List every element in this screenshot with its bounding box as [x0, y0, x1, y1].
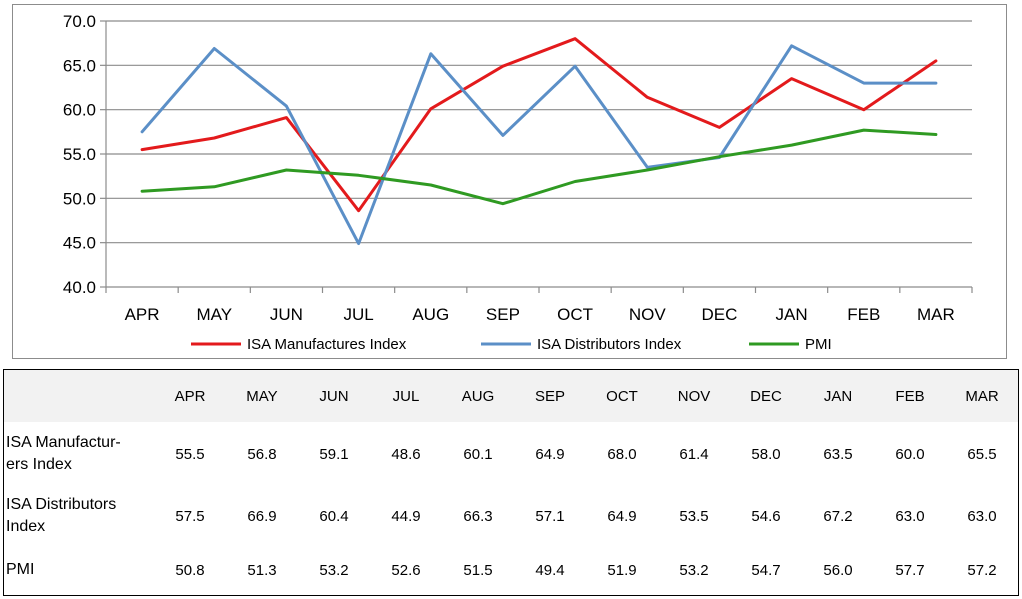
x-tick-label: MAY — [196, 305, 232, 324]
table-cell: 66.9 — [247, 507, 277, 525]
table-cell: 61.4 — [679, 445, 709, 463]
table-cell: 49.4 — [535, 561, 565, 579]
table-cell: 59.1 — [319, 445, 349, 463]
y-axis-tick-labels: 40.0 45.0 50.0 55.0 60.0 65.0 70.0 — [63, 12, 96, 297]
table-header-cell: MAR — [965, 387, 999, 405]
table-cell: 60.0 — [895, 445, 925, 463]
row-label-line: ISA Distributors — [6, 496, 117, 513]
x-tick-label: SEP — [486, 305, 520, 324]
legend: ISA Manufactures Index ISA Distributors I… — [191, 336, 832, 353]
table-cell: 51.3 — [247, 561, 277, 579]
table-row: ISA Distributors Index 57.5 66.9 60.4 44.… — [4, 486, 1018, 546]
table-cell: 55.5 — [175, 445, 205, 463]
table-cell: 67.2 — [823, 507, 853, 525]
table-cell: 63.0 — [895, 507, 925, 525]
table-cell: 57.2 — [967, 561, 997, 579]
table-cell: 57.1 — [535, 507, 565, 525]
table-cell: 57.7 — [895, 561, 925, 579]
x-tick-label: NOV — [629, 305, 667, 324]
table-cell: 56.0 — [823, 561, 853, 579]
table-header-cell: NOV — [677, 387, 711, 405]
series-line-2 — [140, 44, 938, 246]
table-corner-cell — [4, 370, 154, 422]
table-cell: 63.0 — [967, 507, 997, 525]
table-cell: 57.5 — [175, 507, 205, 525]
x-tick-label: APR — [125, 305, 160, 324]
table-cell: 60.1 — [463, 445, 493, 463]
chart-container: 40.0 45.0 50.0 55.0 60.0 65.0 70.0 APR MAY JUN JU… — [12, 4, 1007, 359]
row-label-line: PMI — [6, 561, 35, 578]
table-cell: 51.9 — [607, 561, 637, 579]
gridlines — [100, 20, 973, 293]
table-cell: 66.3 — [463, 507, 493, 525]
table-header-cell: DEC — [750, 387, 782, 405]
legend-label: ISA Distributors Index — [537, 336, 682, 353]
table-cell: 53.5 — [679, 507, 709, 525]
table-header-cell: FEB — [895, 387, 925, 405]
table-cell: 68.0 — [607, 445, 637, 463]
table-cell: 51.5 — [463, 561, 493, 579]
x-axis-tick-labels: APR MAY JUN JUL AUG SEP OCT NOV DEC JAN FEB MAR — [125, 305, 955, 324]
table-cell: 58.0 — [751, 445, 781, 463]
table-cell: 65.5 — [967, 445, 997, 463]
table-cell: 64.9 — [535, 445, 565, 463]
row-label: PMI — [4, 546, 154, 594]
row-label-line: ISA Manufactur- — [6, 434, 121, 451]
y-tick-label: 50.0 — [63, 189, 96, 208]
table-header-cell: APR — [174, 387, 206, 405]
data-table: APR MAY JUN JUL AUG SEP OCT NOV DEC JAN … — [4, 370, 1018, 594]
x-tick-label: DEC — [701, 305, 737, 324]
row-label-line: ers Index — [6, 456, 72, 473]
table-header-cell: SEP — [534, 387, 565, 405]
table-cell: 48.6 — [391, 445, 421, 463]
row-label: ISA Manufactur-ers Index — [4, 422, 154, 486]
table-row: ISA Manufactur-ers Index 55.5 56.8 59.1 … — [4, 422, 1018, 486]
table-cell: 53.2 — [319, 561, 349, 579]
table-header-cell: JUN — [319, 387, 349, 405]
table-cell: 64.9 — [607, 507, 637, 525]
legend-label: ISA Manufactures Index — [247, 336, 407, 353]
y-tick-label: 55.0 — [63, 145, 96, 164]
y-tick-label: 40.0 — [63, 278, 96, 297]
x-tick-label: MAR — [917, 305, 955, 324]
table-cell: 44.9 — [391, 507, 421, 525]
series-line-3 — [140, 128, 938, 206]
table-cell: 50.8 — [175, 561, 205, 579]
x-tick-label: OCT — [557, 305, 593, 324]
y-tick-label: 60.0 — [63, 101, 96, 120]
table-cell: 53.2 — [679, 561, 709, 579]
table-cell: 54.7 — [751, 561, 781, 579]
table-cell: 63.5 — [823, 445, 853, 463]
table-header-cell: JUL — [392, 387, 420, 405]
table-header-cell: AUG — [461, 387, 495, 405]
table-header-cell: OCT — [606, 387, 638, 405]
series-lines — [140, 37, 938, 246]
table-header-cell: JAN — [823, 387, 853, 405]
table-cell: 54.6 — [751, 507, 781, 525]
line-chart: 40.0 45.0 50.0 55.0 60.0 65.0 70.0 APR MAY JUN JU… — [63, 12, 973, 353]
row-label-line: Index — [6, 518, 46, 535]
series-line-1 — [140, 37, 938, 213]
x-tick-label: JUL — [343, 305, 373, 324]
table-cell: 52.6 — [391, 561, 421, 579]
x-tick-label: JAN — [776, 305, 808, 324]
table-header-cell: MAY — [246, 387, 278, 405]
table-cell: 56.8 — [247, 445, 277, 463]
y-tick-label: 70.0 — [63, 12, 96, 31]
y-tick-label: 65.0 — [63, 56, 96, 75]
table-row: PMI 50.8 51.3 53.2 52.6 51.5 49.4 51.9 5… — [4, 546, 1018, 594]
y-tick-label: 45.0 — [63, 234, 96, 253]
table-cell: 60.4 — [319, 507, 349, 525]
row-label: ISA Distributors Index — [4, 486, 154, 546]
data-table-container: APR MAY JUN JUL AUG SEP OCT NOV DEC JAN … — [3, 369, 1019, 596]
x-tick-label: AUG — [412, 305, 449, 324]
table-header-row: APR MAY JUN JUL AUG SEP OCT NOV DEC JAN … — [4, 370, 1018, 422]
legend-label: PMI — [805, 336, 832, 353]
x-tick-label: FEB — [847, 305, 880, 324]
x-tick-label: JUN — [270, 305, 303, 324]
